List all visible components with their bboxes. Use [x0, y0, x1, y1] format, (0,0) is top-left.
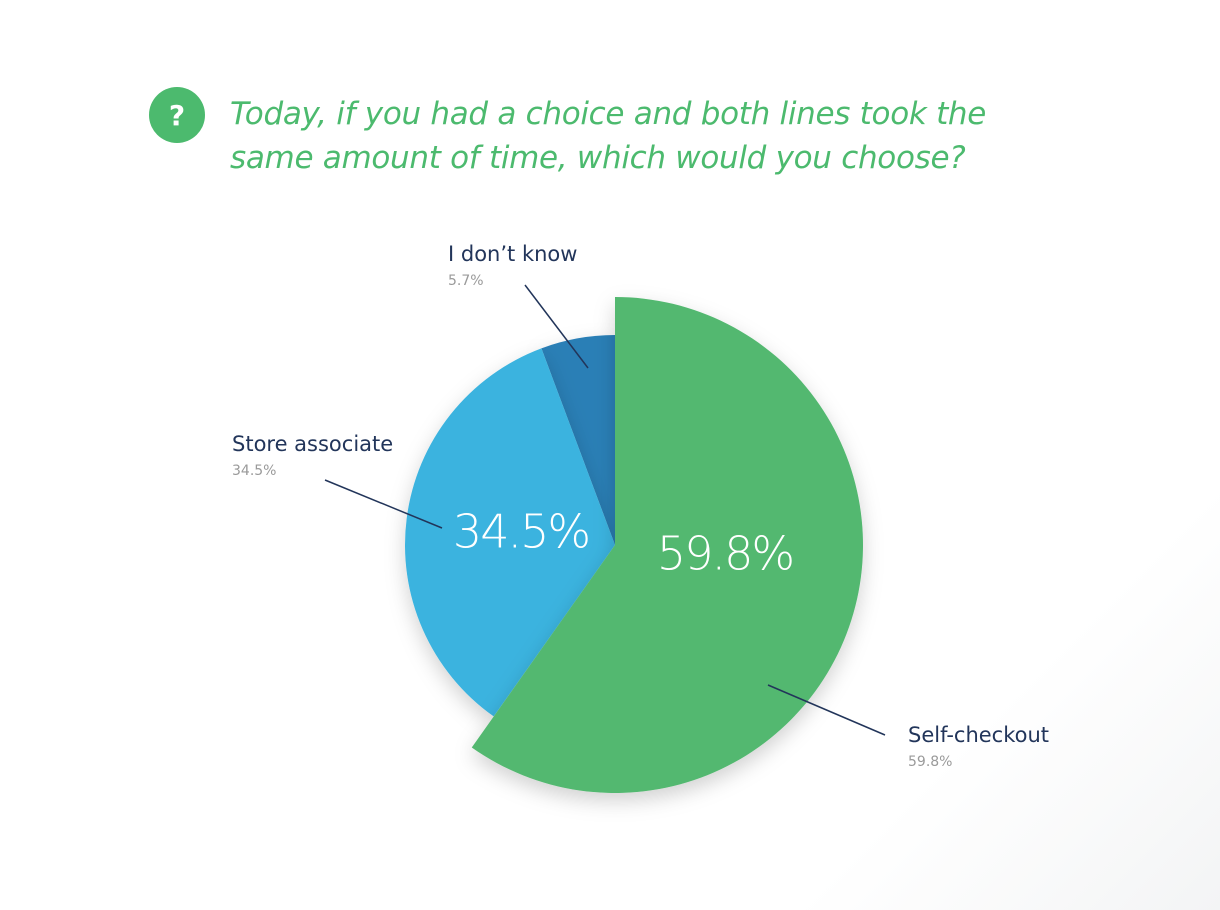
slice-value-label: 59.8% [657, 527, 793, 581]
question-mark: ? [169, 99, 185, 132]
slice-category: Self-checkout [908, 723, 1049, 747]
pie-slice [471, 297, 863, 793]
labels: Self-checkout 59.8% 59.8% Store associate 34… [232, 242, 1049, 770]
question-icon [149, 87, 205, 143]
pie-slice [541, 335, 615, 545]
chart-title: Today, if you had a choice and both line… [230, 96, 987, 176]
leader-line [767, 684, 886, 736]
slice-category: Store associate [232, 432, 393, 456]
pie [405, 297, 863, 793]
slice-percent: 5.7% [448, 273, 484, 289]
pie-slice [405, 348, 615, 717]
slice-percent: 59.8% [908, 754, 952, 770]
leader-line [524, 284, 589, 369]
leader-line [324, 479, 443, 529]
slice-percent: 34.5% [232, 463, 276, 479]
slice-category: I don’t know [448, 242, 577, 266]
slice-value-label: 34.5% [453, 505, 589, 559]
